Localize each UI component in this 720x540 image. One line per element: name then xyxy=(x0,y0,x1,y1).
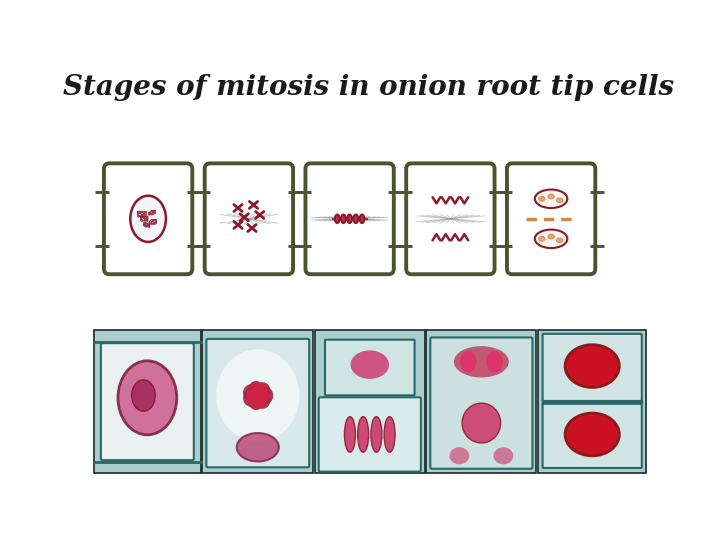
Ellipse shape xyxy=(565,345,619,387)
FancyBboxPatch shape xyxy=(431,338,533,469)
FancyBboxPatch shape xyxy=(406,164,495,274)
Ellipse shape xyxy=(255,382,271,399)
Ellipse shape xyxy=(243,390,258,407)
FancyBboxPatch shape xyxy=(305,164,394,274)
Ellipse shape xyxy=(539,237,545,241)
Ellipse shape xyxy=(335,214,340,223)
Ellipse shape xyxy=(347,214,352,223)
Ellipse shape xyxy=(548,234,554,239)
Ellipse shape xyxy=(454,346,509,377)
Bar xyxy=(538,330,647,473)
Ellipse shape xyxy=(384,417,395,452)
Bar xyxy=(315,330,425,473)
Ellipse shape xyxy=(548,194,554,199)
FancyBboxPatch shape xyxy=(207,339,309,467)
Ellipse shape xyxy=(557,198,563,202)
Ellipse shape xyxy=(351,350,389,379)
FancyBboxPatch shape xyxy=(104,164,192,274)
FancyBboxPatch shape xyxy=(101,343,194,460)
Ellipse shape xyxy=(118,361,177,435)
Ellipse shape xyxy=(344,417,356,452)
FancyBboxPatch shape xyxy=(204,164,293,274)
Ellipse shape xyxy=(360,214,364,223)
Bar xyxy=(94,330,201,473)
Ellipse shape xyxy=(539,197,545,201)
Ellipse shape xyxy=(535,190,567,208)
Ellipse shape xyxy=(493,447,513,464)
Ellipse shape xyxy=(132,380,156,411)
Ellipse shape xyxy=(237,433,279,462)
Ellipse shape xyxy=(462,403,500,443)
Ellipse shape xyxy=(354,214,358,223)
FancyBboxPatch shape xyxy=(325,340,415,395)
Ellipse shape xyxy=(371,417,382,452)
Ellipse shape xyxy=(216,349,300,442)
Ellipse shape xyxy=(557,238,563,242)
Ellipse shape xyxy=(130,195,166,242)
Ellipse shape xyxy=(449,447,469,464)
FancyBboxPatch shape xyxy=(543,334,642,401)
Ellipse shape xyxy=(341,214,346,223)
Ellipse shape xyxy=(358,417,369,452)
FancyBboxPatch shape xyxy=(543,404,642,468)
FancyBboxPatch shape xyxy=(507,164,595,274)
Ellipse shape xyxy=(248,393,264,410)
Bar xyxy=(426,330,536,473)
Text: Stages of mitosis in onion root tip cells: Stages of mitosis in onion root tip cell… xyxy=(63,74,675,101)
Ellipse shape xyxy=(247,383,269,408)
Ellipse shape xyxy=(258,387,274,404)
Ellipse shape xyxy=(248,381,264,398)
Ellipse shape xyxy=(255,392,270,409)
Ellipse shape xyxy=(565,413,619,456)
Ellipse shape xyxy=(486,351,503,373)
Ellipse shape xyxy=(460,351,477,373)
Bar xyxy=(202,330,313,473)
Ellipse shape xyxy=(243,384,258,401)
FancyBboxPatch shape xyxy=(319,397,421,471)
Ellipse shape xyxy=(535,230,567,248)
